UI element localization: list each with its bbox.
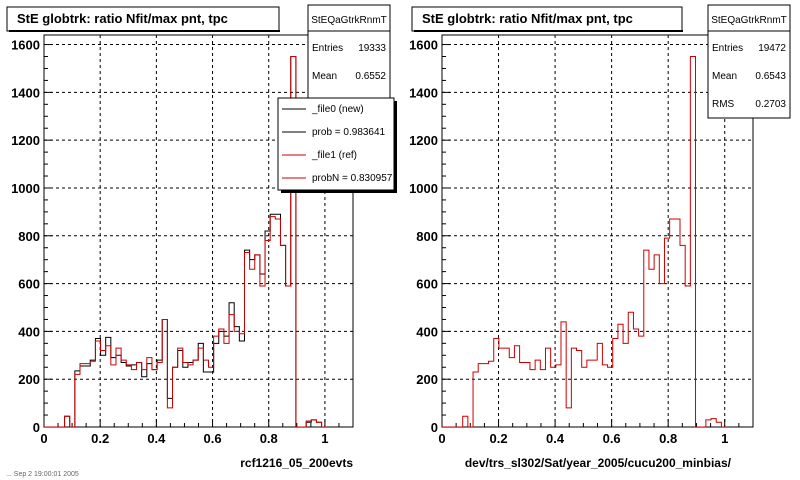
x-tick-label: 0.6 <box>603 431 621 446</box>
x-tick-label: 0.8 <box>659 431 677 446</box>
y-tick-label: 1200 <box>11 133 40 148</box>
y-tick-label: 0 <box>33 420 40 435</box>
x-tick-label: 0 <box>438 431 445 446</box>
stats-label: RMS <box>712 99 735 110</box>
legend-label: _file1 (ref) <box>311 150 357 161</box>
histogram-series-2 <box>44 56 327 427</box>
y-tick-label: 0 <box>431 420 438 435</box>
panel-1: 0 200 400 600 800 1000 1200 1400 1600 0 0.2 0.4 0.6 0… <box>6 4 397 470</box>
stats-name: StEQaGtrkRnmT <box>311 15 387 26</box>
legend-label: prob = 0.983641 <box>312 127 386 138</box>
legend-box <box>277 97 395 191</box>
y-tick-label: 1400 <box>11 85 40 100</box>
plot-frame <box>43 34 354 428</box>
stats-label: Entries <box>712 43 743 54</box>
stats-value: 0.6543 <box>755 71 786 82</box>
x-tick-label: 1 <box>321 431 328 446</box>
footer-timestamp: ... Sep 2 19:00:01 2005 <box>6 471 79 478</box>
y-tick-label: 400 <box>18 324 40 339</box>
y-tick-label: 800 <box>416 229 438 244</box>
stats-value: 0.6552 <box>355 71 386 82</box>
x-tick-label: 0.4 <box>546 431 565 446</box>
plot-frame <box>441 34 754 428</box>
y-tick-label: 800 <box>18 229 40 244</box>
stats-value: 0.2703 <box>755 99 786 110</box>
x-axis-label: rcf1216_05_200evts <box>240 456 353 470</box>
stats-value: 19333 <box>358 43 386 54</box>
y-tick-label: 1000 <box>409 181 438 196</box>
stats-label: Mean <box>712 71 737 82</box>
stats-label: Mean <box>312 71 337 82</box>
panel-2: 0 200 400 600 800 1000 1200 1400 1600 0 0.2 0.4 0.6 0… <box>409 4 791 470</box>
x-tick-label: 1 <box>721 431 728 446</box>
x-tick-label: 0.4 <box>147 431 166 446</box>
legend-label: _file0 (new) <box>311 104 364 115</box>
y-tick-label: 1600 <box>11 38 40 53</box>
histogram-series-1 <box>442 56 727 427</box>
histogram-series-1 <box>44 56 327 427</box>
stats-name: StEQaGtrkRnmT <box>711 15 787 26</box>
stats-box <box>707 4 791 119</box>
title-box <box>6 6 280 32</box>
y-tick-label: 1000 <box>11 181 40 196</box>
y-tick-label: 600 <box>416 277 438 292</box>
y-tick-label: 1600 <box>409 38 438 53</box>
y-tick-label: 1400 <box>409 85 438 100</box>
chart-title: StE globtrk: ratio Nfit/max pnt, tpc <box>17 11 228 26</box>
chart-title: StE globtrk: ratio Nfit/max pnt, tpc <box>422 11 633 26</box>
x-tick-label: 0.2 <box>91 431 109 446</box>
legend-label: probN = 0.830957 <box>312 173 393 184</box>
x-axis-label: dev/trs_sl302/Sat/year_2005/cucu200_minb… <box>465 456 732 470</box>
stats-value: 19472 <box>758 43 786 54</box>
x-tick-label: 0 <box>40 431 47 446</box>
y-tick-label: 200 <box>416 372 438 387</box>
x-tick-label: 0.6 <box>204 431 222 446</box>
y-tick-label: 400 <box>416 324 438 339</box>
x-tick-label: 0.8 <box>260 431 278 446</box>
stats-label: Entries <box>312 43 343 54</box>
x-tick-label: 0.2 <box>490 431 508 446</box>
y-tick-label: 200 <box>18 372 40 387</box>
y-tick-label: 1200 <box>409 133 438 148</box>
y-tick-label: 600 <box>18 277 40 292</box>
